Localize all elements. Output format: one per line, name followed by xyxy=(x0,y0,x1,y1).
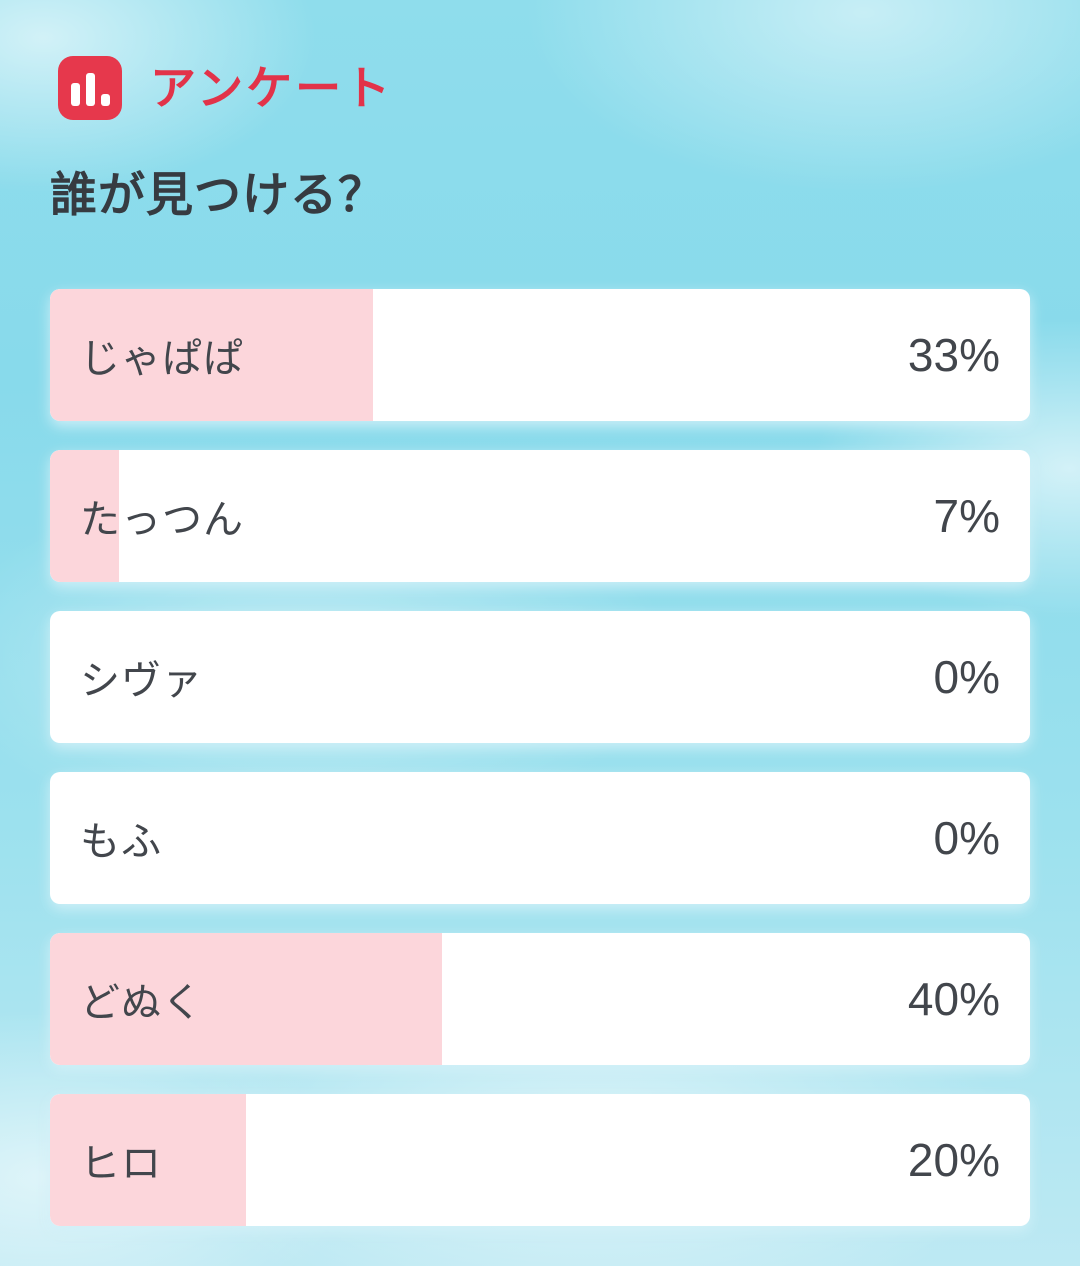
poll-option-row[interactable]: たっつん 7% xyxy=(50,450,1030,583)
poll-option-content: シヴァ 0% xyxy=(50,611,1030,743)
poll-option-content: どぬく 40% xyxy=(50,933,1030,1065)
poll-option-fill xyxy=(50,1094,246,1227)
poll-option-row[interactable]: もふ 0% xyxy=(50,772,1030,905)
poll-option-content: ヒロ 20% xyxy=(50,1094,1030,1226)
poll-option-label: どぬく xyxy=(80,981,203,1026)
bar-chart-icon xyxy=(58,56,122,120)
poll-question: 誰が見つける？ xyxy=(50,168,386,221)
poll-option-percent: 0% xyxy=(933,812,1000,865)
bar-chart-icon-bar xyxy=(100,94,110,106)
poll-option-percent: 7% xyxy=(933,490,1000,543)
poll-option-label: じゃぱぱ xyxy=(80,337,244,382)
poll-option-content: じゃぱぱ 33% xyxy=(50,289,1030,421)
poll-option-row[interactable]: ヒロ 20% xyxy=(50,1094,1030,1227)
app-title: アンケート xyxy=(150,62,394,114)
bar-chart-icon-bar xyxy=(70,83,80,106)
poll-option-label: シヴァ xyxy=(80,659,203,704)
survey-header: アンケート xyxy=(0,0,1080,120)
poll-option-percent: 40% xyxy=(907,973,1000,1026)
poll-option-content: もふ 0% xyxy=(50,772,1030,904)
poll-option-fill xyxy=(50,450,119,583)
poll-option-percent: 0% xyxy=(933,651,1000,704)
poll-option-percent: 20% xyxy=(907,1134,1000,1187)
poll-option-label: たっつん xyxy=(80,498,244,543)
poll-option-fill xyxy=(50,289,374,422)
poll-results-list: じゃぱぱ 33% たっつん 7% シヴァ 0% もふ 0% xyxy=(50,289,1030,1227)
poll-option-label: もふ xyxy=(80,820,162,865)
poll-option-percent: 33% xyxy=(907,329,1000,382)
poll-option-label: ヒロ xyxy=(80,1142,162,1187)
poll-option-row[interactable]: じゃぱぱ 33% xyxy=(50,289,1030,422)
poll-option-fill xyxy=(50,933,442,1066)
poll-option-content: たっつん 7% xyxy=(50,450,1030,582)
poll-option-row[interactable]: シヴァ 0% xyxy=(50,611,1030,744)
bar-chart-icon-bar xyxy=(85,73,95,106)
poll-option-row[interactable]: どぬく 40% xyxy=(50,933,1030,1066)
